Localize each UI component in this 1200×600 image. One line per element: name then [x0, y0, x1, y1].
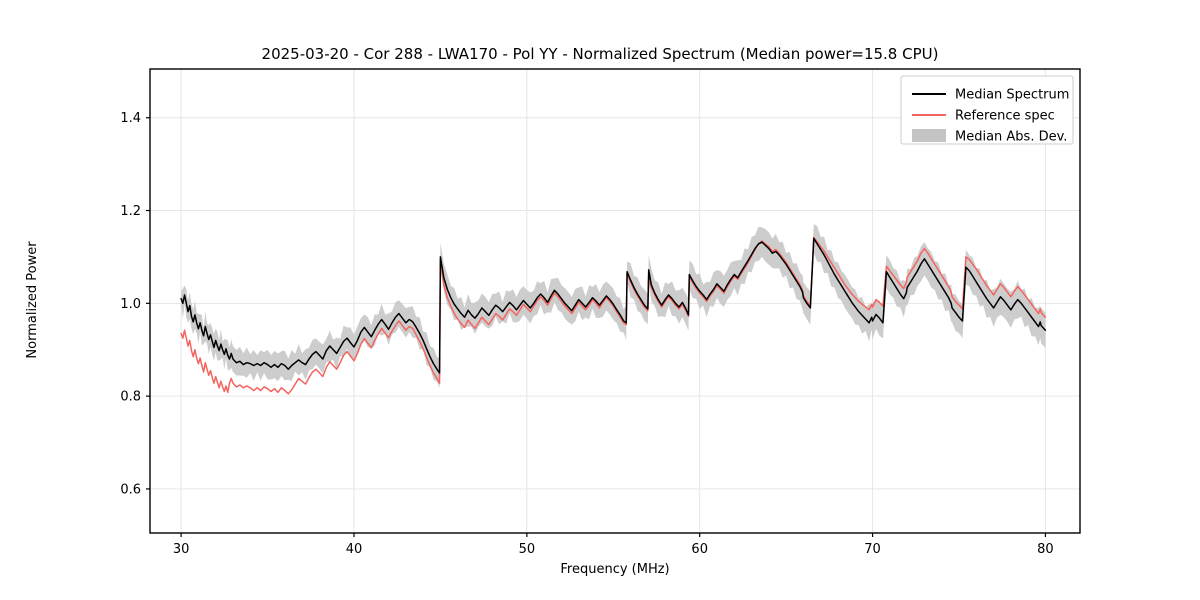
spectrum-series: [180, 236, 1047, 395]
reference-spec-line: [180, 236, 1047, 395]
page-title: 2025-03-20 - Cor 288 - LWA170 - Pol YY -…: [261, 45, 939, 63]
x-tick-label: 30: [173, 542, 190, 557]
x-axis-label: Frequency (MHz): [560, 562, 670, 577]
x-tick-label: 70: [864, 542, 881, 557]
legend-label: Median Abs. Dev.: [955, 130, 1067, 145]
legend-label: Reference spec: [955, 109, 1055, 124]
y-axis-label: Normalized Power: [25, 241, 40, 359]
y-tick-label: 1.2: [120, 204, 141, 219]
x-tick-label: 50: [519, 542, 536, 557]
legend-label: Median Spectrum: [955, 88, 1069, 103]
y-tick-label: 1.4: [120, 111, 141, 126]
y-tick-label: 0.6: [120, 482, 141, 497]
x-tick-label: 80: [1037, 542, 1054, 557]
x-tick-label: 60: [691, 542, 708, 557]
y-tick-label: 0.8: [120, 390, 141, 405]
legend-entries: Median Spectrum Reference spec Median Abs.…: [912, 88, 1069, 145]
legend-swatch-patch: [912, 129, 946, 142]
x-axis-ticks: 30 40 50 60 70 80: [173, 533, 1054, 557]
y-axis-ticks: 0.6 0.8 1.0 1.2 1.4: [120, 111, 150, 497]
x-tick-label: 40: [346, 542, 363, 557]
axes-frame: [149, 68, 1081, 534]
y-tick-label: 1.0: [120, 297, 141, 312]
median-spectrum-line: [180, 237, 1047, 374]
legend-box[interactable]: Median Spectrum Reference spec Median Abs.…: [900, 75, 1074, 145]
